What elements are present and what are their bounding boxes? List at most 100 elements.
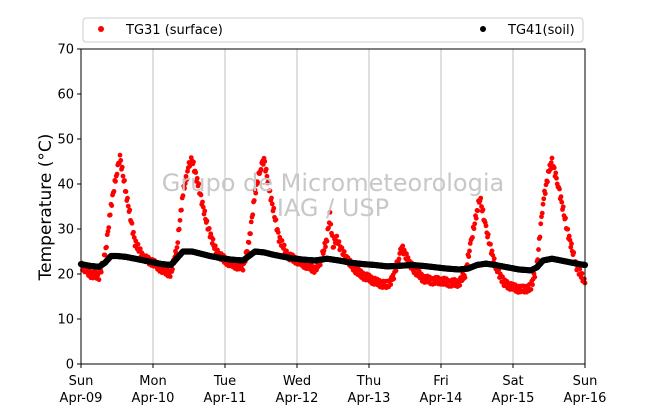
y-tick-label: 30: [57, 223, 74, 238]
data-point: [120, 173, 126, 179]
data-point: [491, 256, 497, 262]
data-point: [248, 219, 254, 225]
data-point: [328, 221, 334, 227]
data-point: [176, 226, 182, 232]
data-point: [174, 245, 180, 250]
data-point: [118, 158, 124, 163]
data-point: [263, 166, 269, 172]
data-point: [182, 185, 187, 191]
y-tick-label: 40: [57, 178, 74, 193]
data-point: [206, 226, 212, 231]
legend-item-surface[interactable]: TG31 (surface): [98, 23, 223, 38]
x-tick-label-date: Apr-10: [132, 391, 175, 406]
data-point: [563, 215, 568, 221]
data-point: [321, 248, 327, 253]
x-tick-label-day: Fri: [433, 374, 449, 389]
data-point: [125, 203, 131, 209]
data-point: [565, 226, 571, 232]
x-tick-label-day: Wed: [283, 374, 311, 389]
legend-frame: [82, 17, 584, 43]
x-tick-label-day: Mon: [139, 374, 166, 389]
data-point: [457, 282, 463, 288]
data-point: [204, 218, 210, 224]
data-point: [175, 240, 181, 246]
data-point: [279, 238, 285, 243]
data-point: [471, 226, 477, 232]
data-point: [135, 241, 141, 247]
legend-item-soil[interactable]: TG41(soil): [480, 23, 575, 38]
data-point: [538, 221, 544, 227]
data-point: [467, 248, 472, 254]
data-point: [478, 195, 484, 201]
data-point: [210, 236, 216, 242]
data-point: [542, 191, 548, 197]
data-point: [549, 155, 555, 161]
data-point: [167, 274, 173, 279]
data-point: [391, 276, 397, 282]
x-tick-label-date: Apr-14: [420, 391, 463, 406]
data-point: [532, 274, 538, 280]
data-point: [267, 188, 273, 194]
data-point: [537, 234, 543, 240]
data-point: [264, 173, 270, 179]
data-point: [568, 244, 574, 250]
data-point: [559, 199, 565, 205]
y-tick-label: 0: [66, 358, 74, 373]
data-point: [530, 282, 535, 288]
data-point: [462, 275, 468, 280]
data-point: [470, 235, 475, 240]
data-point: [558, 194, 564, 200]
data-point: [480, 207, 486, 213]
series-soil: [77, 248, 589, 274]
data-point: [571, 250, 577, 255]
series-markers: [77, 152, 589, 295]
watermark-line-1: Grupo de Micrometeorologia: [162, 169, 504, 197]
data-point: [253, 190, 259, 196]
data-point: [248, 231, 253, 237]
data-point: [566, 233, 572, 239]
data-point: [191, 159, 196, 165]
data-point: [475, 208, 481, 214]
data-point: [106, 225, 112, 231]
data-point: [202, 208, 208, 214]
data-point: [545, 179, 550, 185]
data-point: [485, 232, 491, 237]
x-tick-label-date: Apr-12: [276, 391, 319, 406]
data-point: [180, 193, 186, 199]
y-tick-label: 70: [57, 43, 74, 58]
legend[interactable]: TG31 (surface) TG41(soil): [82, 17, 584, 43]
y-tick-label: 10: [57, 313, 74, 328]
x-tick-label-date: Apr-11: [204, 391, 247, 406]
data-point: [266, 178, 271, 184]
data-point: [198, 192, 204, 198]
data-point: [113, 178, 118, 184]
plot-frame: [80, 48, 586, 365]
y-axis-label: Temperature (°C): [36, 134, 56, 282]
watermark-line-2: IAG / USP: [277, 194, 389, 222]
x-tick-label-day: Sun: [69, 374, 94, 389]
data-point: [117, 152, 123, 158]
data-point: [98, 269, 104, 275]
data-point: [327, 209, 333, 215]
data-point: [317, 262, 323, 268]
data-point: [396, 256, 402, 262]
x-tick-label-date: Apr-16: [564, 391, 607, 406]
data-point: [488, 241, 493, 247]
data-point: [554, 175, 559, 181]
data-point: [473, 215, 479, 221]
data-point: [324, 238, 330, 244]
data-point: [105, 229, 111, 234]
data-point: [577, 266, 583, 272]
data-point: [123, 189, 129, 194]
data-point: [331, 244, 337, 250]
data-point: [336, 239, 342, 245]
data-point: [569, 241, 574, 247]
data-point: [96, 277, 102, 283]
data-point: [184, 177, 190, 182]
x-tick-label-date: Apr-13: [348, 391, 391, 406]
legend-label-surface: TG31 (surface): [125, 23, 223, 38]
y-axis: 0 10 20 30 40 50 60 70: [57, 43, 81, 373]
legend-label-soil: TG41(soil): [507, 23, 575, 38]
data-point: [251, 198, 257, 203]
data-point: [127, 207, 133, 213]
